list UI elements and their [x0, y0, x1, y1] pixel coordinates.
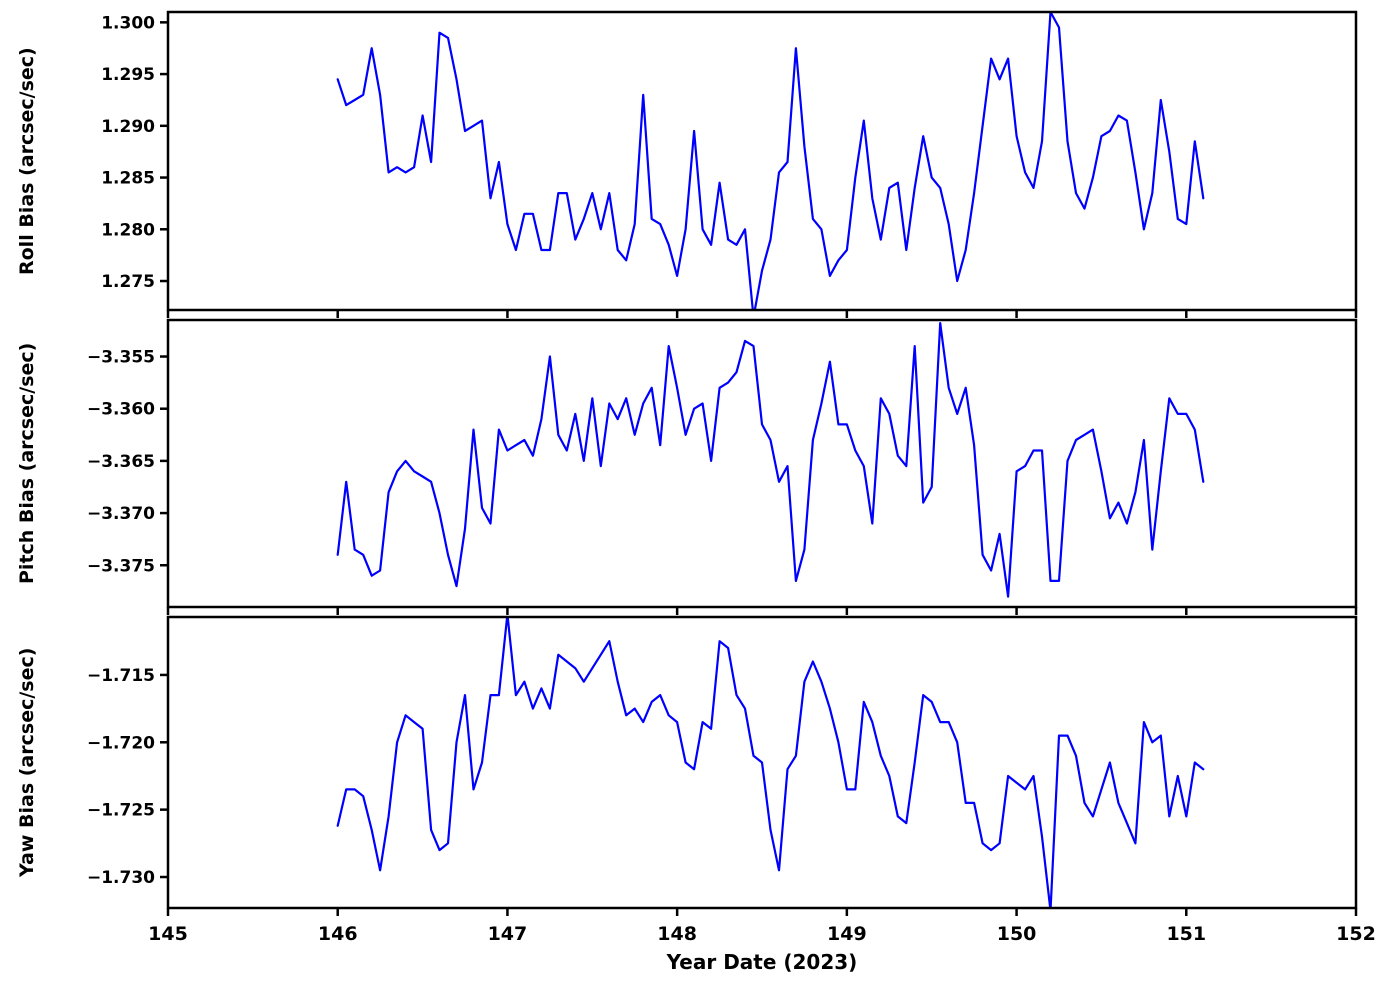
- x-tick-label: 151: [1166, 923, 1206, 945]
- x-axis-label: Year Date (2023): [666, 950, 858, 974]
- y-tick-label: 1.290: [101, 117, 155, 137]
- x-tick-label: 152: [1336, 923, 1376, 945]
- x-tick-label: 149: [827, 923, 867, 945]
- y-tick-label: −3.365: [87, 452, 155, 472]
- y-tick-label: 1.285: [101, 169, 155, 189]
- pitch-axes-spine: [166, 318, 1358, 609]
- x-tick-label: 148: [657, 923, 697, 945]
- x-tick-label: 145: [148, 923, 188, 945]
- yaw-axes-spine: [166, 615, 1358, 910]
- y-tick-label: −1.730: [87, 868, 155, 888]
- y-tick-label: −3.375: [87, 556, 155, 576]
- y-tick-label: −3.360: [87, 400, 155, 420]
- y-tick-label: 1.280: [101, 220, 155, 240]
- y-tick-label: 1.275: [101, 272, 155, 292]
- y-tick-label: 1.295: [101, 65, 155, 85]
- x-tick-label: 147: [488, 923, 528, 945]
- x-tick-label: 150: [997, 923, 1037, 945]
- y-tick-label: −1.720: [87, 733, 155, 753]
- roll-data-line: [336, 12, 1205, 310]
- y-tick-label: −3.355: [87, 348, 155, 368]
- x-tick-label: 146: [318, 923, 358, 945]
- y-tick-label: −3.370: [87, 504, 155, 524]
- yaw-data-line: [336, 617, 1205, 908]
- pitch-data-line: [336, 322, 1205, 598]
- y-tick-label: 1.300: [101, 13, 155, 33]
- y-tick-label: −1.715: [87, 666, 155, 686]
- y-tick-label: −1.725: [87, 801, 155, 821]
- roll-axes-spine: [166, 10, 1358, 312]
